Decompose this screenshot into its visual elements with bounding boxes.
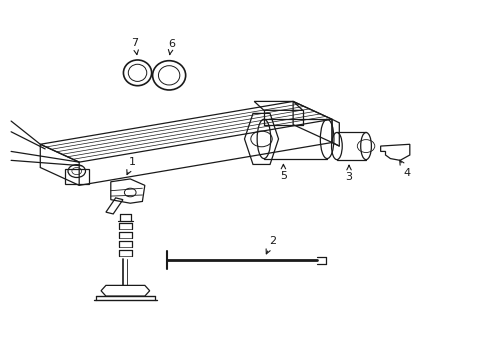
Text: 4: 4 <box>399 160 410 178</box>
Text: 3: 3 <box>345 165 352 182</box>
Text: 5: 5 <box>279 165 286 181</box>
Text: 6: 6 <box>168 39 175 55</box>
Text: 2: 2 <box>265 236 275 254</box>
Text: 7: 7 <box>131 38 139 55</box>
Text: 1: 1 <box>126 157 136 175</box>
